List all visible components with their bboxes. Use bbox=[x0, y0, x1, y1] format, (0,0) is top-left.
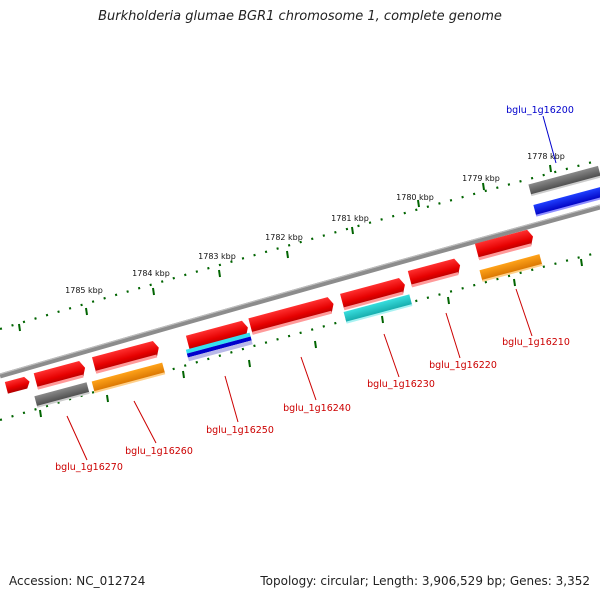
gene-block-bglu-1g16200-gray[interactable] bbox=[528, 165, 600, 196]
accession-text: Accession: NC_012724 bbox=[9, 574, 146, 588]
lower-tick-track bbox=[0, 250, 600, 422]
gene-label-bglu-1g16230[interactable]: bglu_1g16230 bbox=[367, 379, 435, 390]
gene-arrow-bglu-1g16240[interactable] bbox=[248, 296, 335, 334]
major-ticks-lower bbox=[39, 258, 583, 418]
gene-block-bglu-1g16230[interactable] bbox=[343, 294, 413, 323]
reverse-strand-genes bbox=[34, 165, 600, 408]
gene-arrow-bglu-1g16250-forward[interactable] bbox=[185, 320, 250, 352]
gene-arrow-bglu-1g16270-forward[interactable] bbox=[33, 360, 87, 389]
gene-arrow-bglu-1g16230-forward[interactable] bbox=[340, 277, 407, 310]
chromosome-backbone bbox=[0, 204, 600, 379]
gene-arrow-bglu-1g16210-forward[interactable] bbox=[474, 229, 535, 260]
gene-arrow-bglu-1g16220[interactable] bbox=[407, 258, 462, 287]
label-leader-lines bbox=[66, 115, 557, 461]
tick-label: 1785 kbp bbox=[65, 286, 103, 295]
genome-summary-text: Topology: circular; Length: 3,906,529 bp… bbox=[260, 574, 590, 588]
tick-label: 1780 kbp bbox=[396, 193, 434, 202]
gene-label-bglu-1g16270[interactable]: bglu_1g16270 bbox=[55, 462, 123, 473]
gene-arrow-partial[interactable] bbox=[4, 376, 31, 394]
tick-label: 1781 kbp bbox=[331, 214, 369, 223]
gene-label-bglu-1g16220[interactable]: bglu_1g16220 bbox=[429, 360, 497, 371]
map-title: Burkholderia glumae BGR1 chromosome 1, c… bbox=[98, 9, 502, 24]
gene-block-bglu-1g16200-blue[interactable] bbox=[533, 186, 600, 216]
gene-block-bglu-1g16270[interactable] bbox=[34, 382, 90, 407]
gene-label-bglu-1g16210[interactable]: bglu_1g16210 bbox=[502, 337, 570, 348]
tick-label: 1778 kbp bbox=[527, 152, 565, 161]
gene-label-bglu-1g16240[interactable]: bglu_1g16240 bbox=[283, 403, 351, 414]
gene-label-bglu-1g16200[interactable]: bglu_1g16200 bbox=[506, 105, 574, 116]
gene-block-bglu-1g16250[interactable] bbox=[185, 332, 251, 354]
gene-block-bglu-1g16210[interactable] bbox=[479, 254, 543, 281]
gene-labels: bglu_1g16200 bglu_1g16210 bglu_1g16220 b… bbox=[55, 105, 574, 473]
major-ticks-upper bbox=[18, 164, 552, 332]
gene-label-bglu-1g16260[interactable]: bglu_1g16260 bbox=[125, 446, 193, 457]
tick-label: 1784 kbp bbox=[132, 269, 170, 278]
gene-label-bglu-1g16250[interactable]: bglu_1g16250 bbox=[206, 425, 274, 436]
upper-tick-track bbox=[0, 158, 600, 331]
tick-label: 1782 kbp bbox=[265, 233, 303, 242]
tick-label: 1783 kbp bbox=[198, 252, 236, 261]
scale-tick-labels: 1778 kbp 1779 kbp 1780 kbp 1781 kbp 1782… bbox=[65, 152, 565, 295]
gene-block-bglu-1g16260[interactable] bbox=[91, 362, 166, 393]
tick-label: 1779 kbp bbox=[462, 174, 500, 183]
gene-arrow-bglu-1g16260-forward[interactable] bbox=[91, 340, 161, 373]
